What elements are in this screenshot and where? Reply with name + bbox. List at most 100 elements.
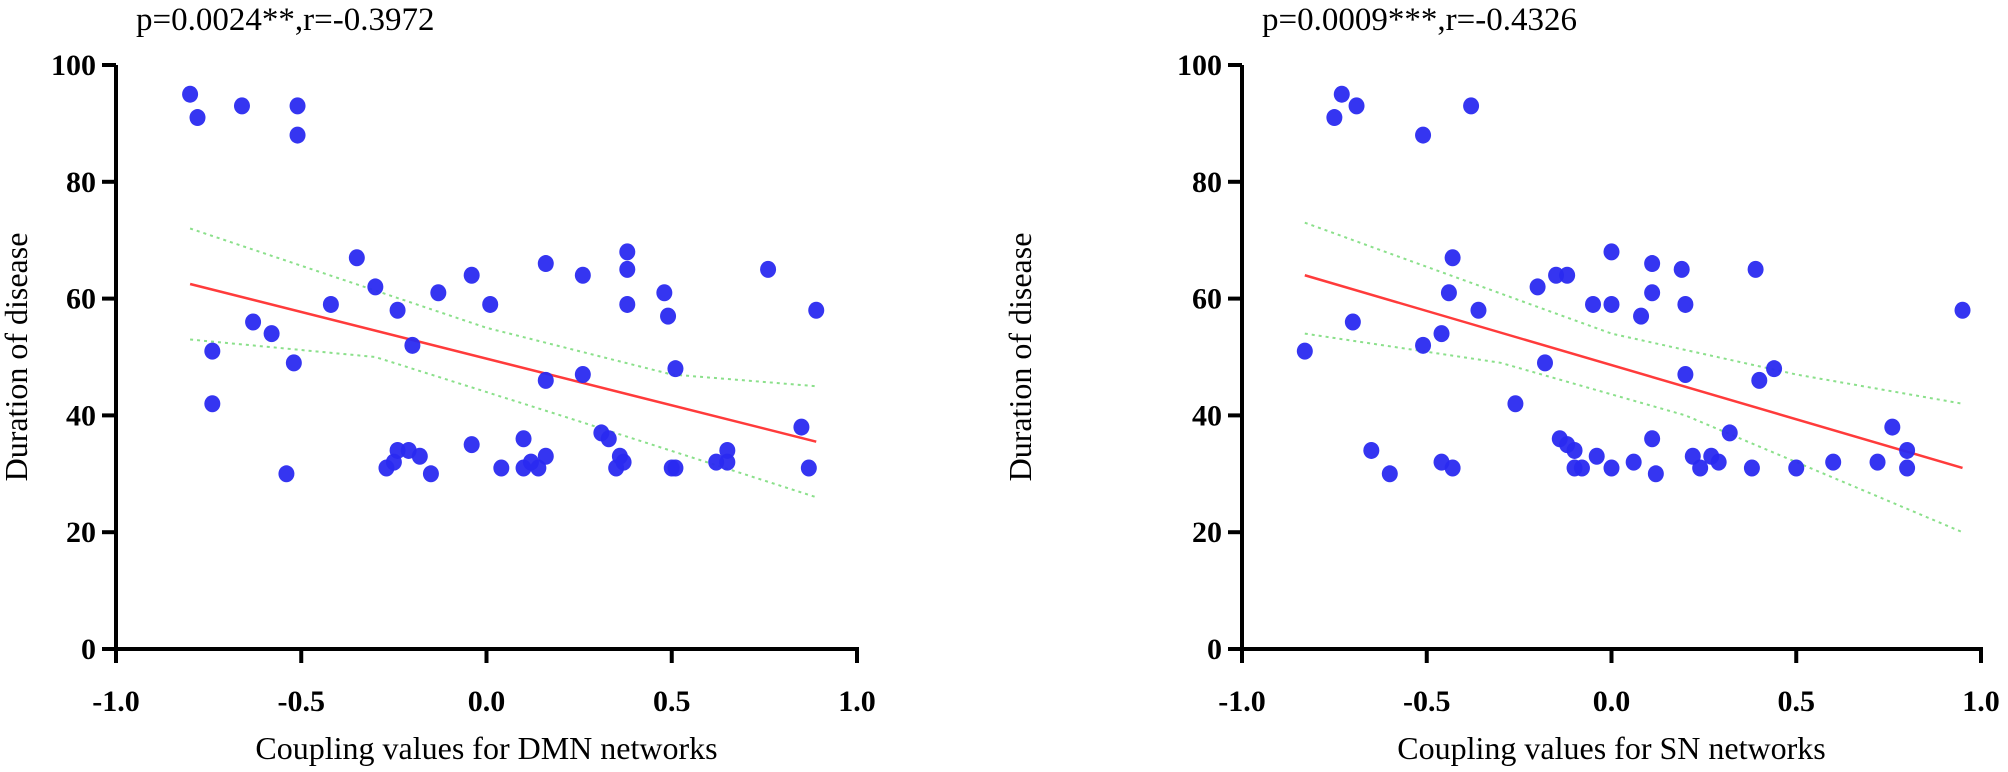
data-point	[619, 243, 636, 261]
data-point	[1415, 336, 1432, 354]
data-point	[1603, 459, 1620, 477]
data-point	[1444, 249, 1461, 267]
data-point	[600, 430, 617, 448]
regression-line	[189, 282, 817, 443]
data-point	[1766, 360, 1783, 378]
data-point	[660, 307, 677, 325]
data-point	[1677, 295, 1694, 313]
data-point	[1470, 301, 1487, 319]
data-point	[411, 447, 428, 465]
data-point	[537, 255, 554, 273]
data-point	[615, 453, 632, 471]
data-point	[463, 266, 480, 284]
data-point	[463, 436, 480, 454]
data-point	[1585, 295, 1602, 313]
data-point	[1588, 447, 1605, 465]
data-point	[389, 441, 406, 459]
data-point	[1788, 459, 1805, 477]
data-point	[204, 342, 221, 360]
x-tick-label: -1.0	[1218, 685, 1266, 718]
data-point	[289, 126, 306, 144]
data-point	[1825, 453, 1842, 471]
data-point	[278, 465, 295, 483]
x-tick-label: 0.0	[468, 685, 506, 718]
data-point	[667, 360, 684, 378]
data-point	[800, 459, 817, 477]
x-tick-label: 1.0	[838, 685, 876, 718]
data-point	[233, 97, 250, 115]
y-tick-label: 60	[1192, 283, 1222, 316]
data-point	[430, 284, 447, 302]
ci-lower-band	[1304, 332, 1963, 534]
data-point	[537, 371, 554, 389]
x-axis-title: Coupling values for DMN networks	[255, 730, 717, 766]
data-point	[1743, 459, 1760, 477]
y-tick-label: 100	[1177, 49, 1222, 82]
data-point	[1954, 301, 1971, 319]
y-tick-label: 80	[66, 166, 96, 199]
chart-title: p=0.0009***,r=-0.4326	[1262, 2, 1577, 38]
data-point	[1333, 85, 1350, 103]
data-point	[1751, 371, 1768, 389]
data-point	[348, 249, 365, 267]
data-point	[1673, 260, 1690, 278]
data-point	[1363, 441, 1380, 459]
data-point	[404, 336, 421, 354]
data-point	[1644, 255, 1661, 273]
data-point	[808, 301, 825, 319]
y-tick-label: 20	[1192, 516, 1222, 549]
data-point	[537, 447, 554, 465]
data-point	[482, 295, 499, 313]
data-point	[1381, 465, 1398, 483]
data-point	[182, 85, 199, 103]
data-point	[189, 109, 206, 127]
data-point	[1625, 453, 1642, 471]
data-point	[1647, 465, 1664, 483]
data-point	[619, 260, 636, 278]
data-point	[1326, 109, 1343, 127]
data-point	[285, 354, 302, 372]
y-axis-title: Duration of disease	[1004, 233, 1038, 482]
data-point	[1548, 266, 1565, 284]
data-point	[1536, 354, 1553, 372]
data-point	[389, 301, 406, 319]
data-point	[656, 284, 673, 302]
data-point	[204, 395, 221, 413]
data-point	[793, 418, 810, 436]
data-point	[1721, 424, 1738, 442]
x-tick-label: -0.5	[1403, 685, 1451, 718]
data-point	[760, 260, 777, 278]
data-point	[574, 366, 591, 384]
chart-panel-sn: p=0.0009***,r=-0.4326 0 20 40 60 80 100 -1.0 -0.…	[1004, 0, 2008, 772]
data-point	[1603, 243, 1620, 261]
ci-lower-band	[190, 338, 817, 499]
data-point	[1899, 459, 1916, 477]
y-tick-label: 60	[66, 283, 96, 316]
data-point	[1559, 266, 1576, 284]
data-point	[289, 97, 306, 115]
y-tick-label: 20	[66, 516, 96, 549]
data-point	[1899, 441, 1916, 459]
data-point	[263, 325, 280, 343]
data-point	[719, 441, 736, 459]
data-point	[708, 453, 725, 471]
data-point	[1344, 313, 1361, 331]
y-axis-title: Duration of disease	[0, 233, 34, 482]
data-point	[515, 430, 532, 448]
ci-upper-band	[189, 227, 817, 388]
data-point	[1644, 430, 1661, 448]
data-point	[1573, 459, 1590, 477]
y-tick-label: 40	[66, 399, 96, 432]
data-point	[1869, 453, 1886, 471]
y-tick-label: 40	[1192, 399, 1222, 432]
data-point	[1507, 395, 1524, 413]
y-tick-label: 0	[81, 633, 96, 666]
data-point	[1444, 459, 1461, 477]
data-point	[245, 313, 262, 331]
data-point	[1633, 307, 1650, 325]
ci-upper-band	[1304, 221, 1963, 405]
x-tick-label: -0.5	[278, 685, 326, 718]
y-tick-label: 100	[51, 49, 96, 82]
data-point	[422, 465, 439, 483]
data-point	[1440, 284, 1457, 302]
